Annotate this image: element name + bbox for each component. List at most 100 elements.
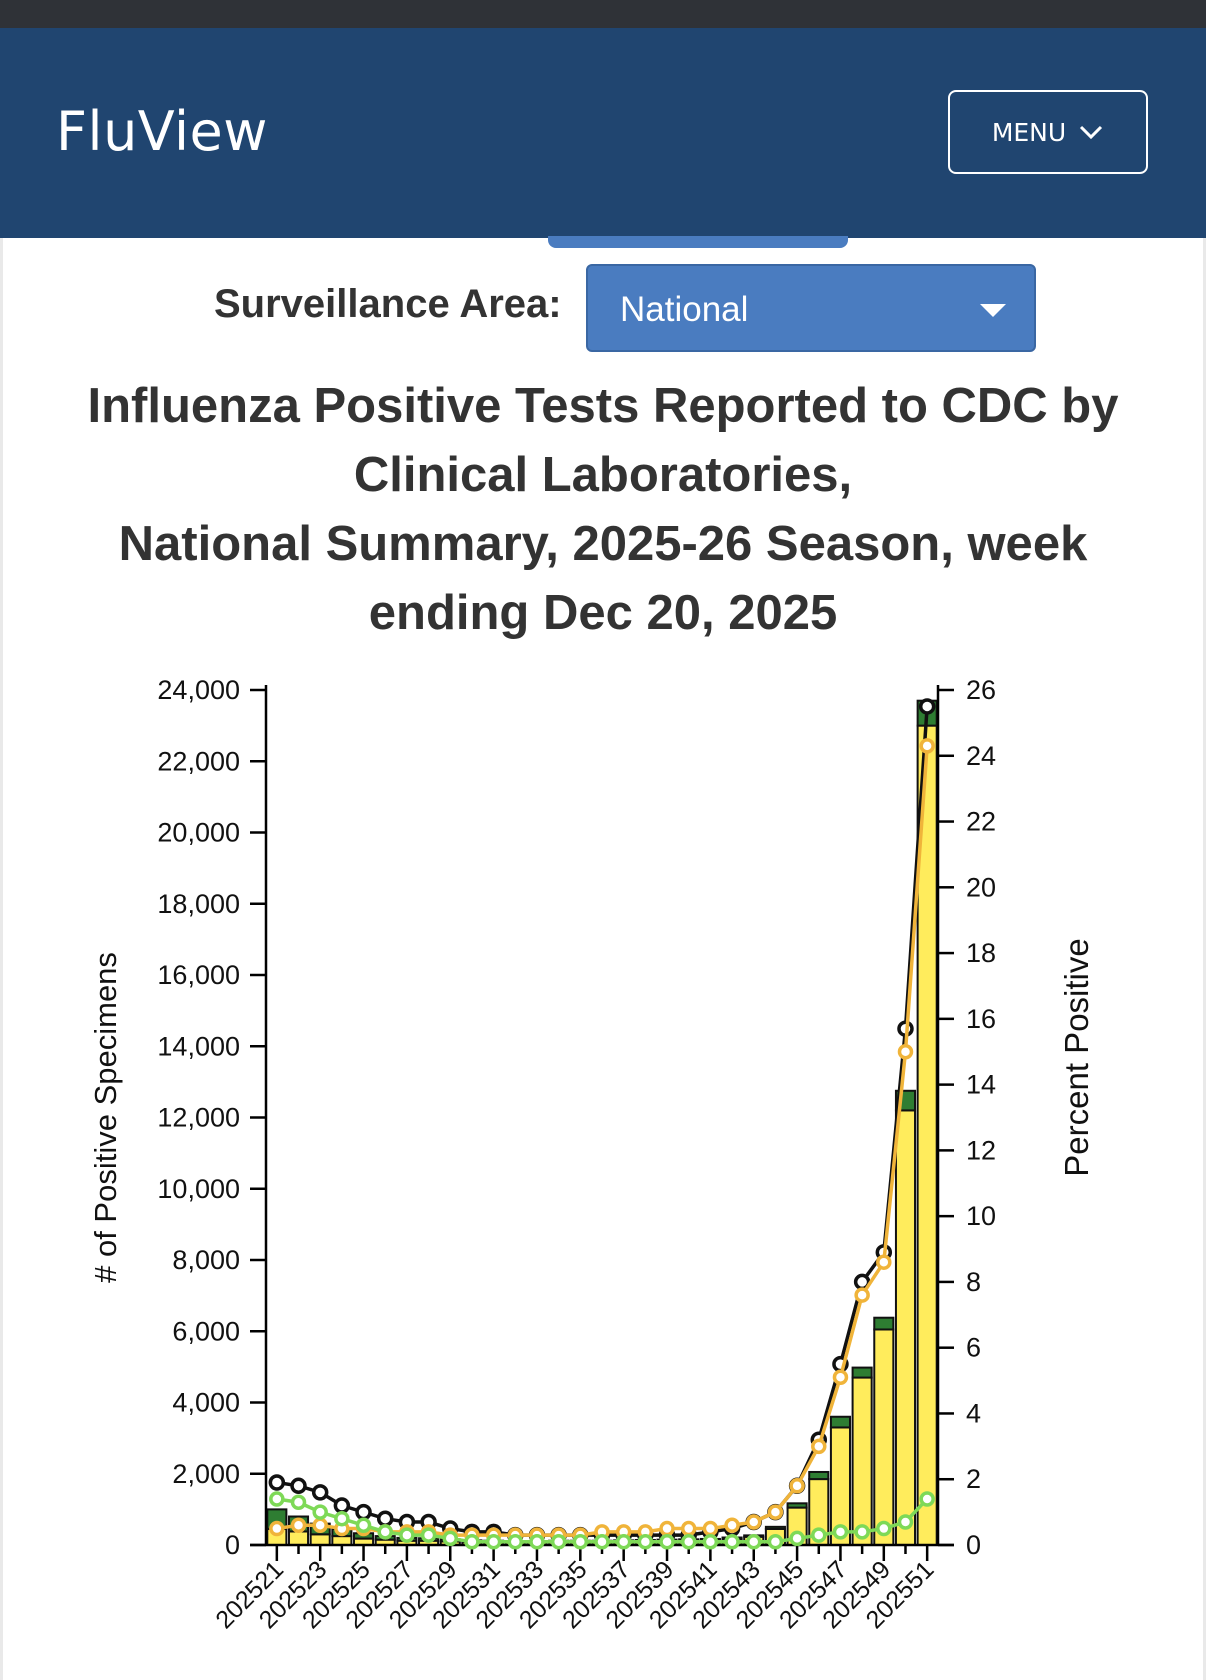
bar-influenza-b <box>764 1525 786 1530</box>
point-percent-b <box>724 1533 740 1550</box>
y2-tick-label: 14 <box>966 1070 996 1100</box>
y2-tick-label: 24 <box>966 741 996 771</box>
y2-tick-label: 10 <box>966 1201 996 1231</box>
point-percent-b <box>290 1494 307 1510</box>
point-percent-a <box>919 738 935 754</box>
point-percent-b <box>355 1517 372 1534</box>
brand-logo[interactable]: FluView <box>56 100 268 163</box>
y2-tick-label: 2 <box>966 1464 981 1494</box>
y-axis-title: # of Positive Specimens <box>88 952 123 1283</box>
bar-influenza-b <box>808 1470 830 1481</box>
bar-influenza-a <box>287 1530 310 1547</box>
point-percent-b <box>312 1504 328 1520</box>
y-tick-label: 18,000 <box>157 889 240 919</box>
point-percent-b <box>659 1533 675 1550</box>
caret-down-icon <box>980 304 1006 317</box>
point-percent-b <box>572 1533 589 1550</box>
chart-title-line-4: ending Dec 20, 2025 <box>368 586 838 640</box>
surveillance-area-select[interactable]: National <box>586 264 1036 352</box>
bar-influenza-a <box>873 1328 895 1546</box>
y2-tick-label: 8 <box>966 1267 981 1297</box>
bar-influenza-b <box>851 1366 873 1379</box>
point-percent-a <box>876 1254 892 1270</box>
point-percent-a <box>767 1504 784 1520</box>
point-percent-total <box>355 1503 372 1521</box>
point-percent-a <box>832 1369 849 1386</box>
chart-title-line-3: National Summary, 2025-26 Season, week <box>118 517 1088 571</box>
y-tick-label: 14,000 <box>157 1031 240 1061</box>
y2-tick-label: 0 <box>966 1530 981 1560</box>
point-percent-b <box>680 1533 697 1550</box>
point-percent-a <box>312 1517 328 1534</box>
point-percent-a <box>745 1514 762 1530</box>
bar-influenza-b <box>786 1502 808 1509</box>
chart-title: Influenza Positive Tests Reported to CDC… <box>40 372 1166 648</box>
point-percent-a <box>811 1438 827 1455</box>
y-tick-label: 24,000 <box>157 675 240 705</box>
point-percent-b <box>594 1533 610 1550</box>
point-percent-b <box>377 1524 393 1540</box>
y2-tick-label: 26 <box>966 675 996 705</box>
y-tick-label: 22,000 <box>157 746 240 776</box>
season-select-partial[interactable] <box>548 236 848 248</box>
point-percent-b <box>897 1514 914 1530</box>
y2-tick-label: 12 <box>966 1135 996 1165</box>
y-tick-label: 8,000 <box>172 1245 240 1275</box>
point-percent-b <box>789 1530 805 1547</box>
point-percent-b <box>550 1533 567 1550</box>
point-percent-b <box>767 1533 784 1550</box>
bar-influenza-a <box>851 1376 873 1546</box>
y-tick-label: 20,000 <box>157 818 240 848</box>
point-percent-b <box>702 1533 719 1550</box>
bar-influenza-a <box>894 1109 917 1546</box>
point-percent-b <box>811 1527 827 1543</box>
bar-influenza-a <box>331 1535 353 1546</box>
y2-tick-label: 6 <box>966 1333 981 1363</box>
point-percent-a <box>724 1517 740 1534</box>
y-tick-label: 4,000 <box>172 1388 240 1418</box>
y-tick-label: 16,000 <box>157 960 240 990</box>
bar-influenza-a <box>309 1533 331 1546</box>
chevron-down-icon <box>1080 125 1103 140</box>
point-percent-b <box>745 1533 762 1550</box>
point-percent-b <box>832 1524 849 1540</box>
point-percent-b <box>399 1527 415 1543</box>
y-tick-label: 10,000 <box>157 1174 240 1204</box>
point-percent-b <box>442 1530 459 1547</box>
point-percent-b <box>269 1491 285 1507</box>
y2-tick-label: 22 <box>966 807 996 837</box>
point-percent-total <box>290 1477 307 1495</box>
y-tick-label: 0 <box>225 1530 240 1560</box>
line-percent-a <box>276 745 929 1537</box>
point-percent-total <box>268 1474 286 1491</box>
point-percent-a <box>702 1520 719 1537</box>
surveillance-area-value: National <box>620 290 749 329</box>
point-percent-total <box>311 1484 329 1501</box>
y2-tick-label: 4 <box>966 1398 981 1428</box>
point-percent-a <box>897 1043 914 1060</box>
y2-axis-title: Percent Positive <box>1058 938 1095 1176</box>
point-percent-total <box>333 1497 351 1514</box>
influenza-chart: 0 2,000 4,000 6,000 8,000 10,000 12,000 14,000 1… <box>88 675 1095 1634</box>
point-percent-a <box>680 1520 697 1537</box>
point-percent-b <box>615 1533 632 1550</box>
point-percent-a <box>269 1520 285 1537</box>
point-percent-b <box>529 1533 545 1550</box>
point-percent-a <box>659 1520 675 1537</box>
chart-title-line-2: Clinical Laboratories, <box>353 448 853 502</box>
status-strip <box>0 0 1206 28</box>
page-edge-right <box>1203 238 1206 1680</box>
point-percent-b <box>637 1533 654 1550</box>
point-percent-b <box>420 1527 437 1543</box>
bar-influenza-b <box>873 1316 895 1331</box>
y2-tick-label: 20 <box>966 872 996 902</box>
y-tick-label: 2,000 <box>172 1459 240 1489</box>
point-percent-b <box>876 1520 892 1537</box>
page-edge-left <box>0 238 3 1680</box>
menu-button[interactable]: MENU <box>948 90 1148 174</box>
y-tick-label: 12,000 <box>157 1103 240 1133</box>
point-percent-total <box>376 1510 394 1527</box>
point-percent-b <box>919 1491 935 1507</box>
y2-tick-label: 16 <box>966 1004 996 1034</box>
menu-label: MENU <box>991 117 1067 147</box>
